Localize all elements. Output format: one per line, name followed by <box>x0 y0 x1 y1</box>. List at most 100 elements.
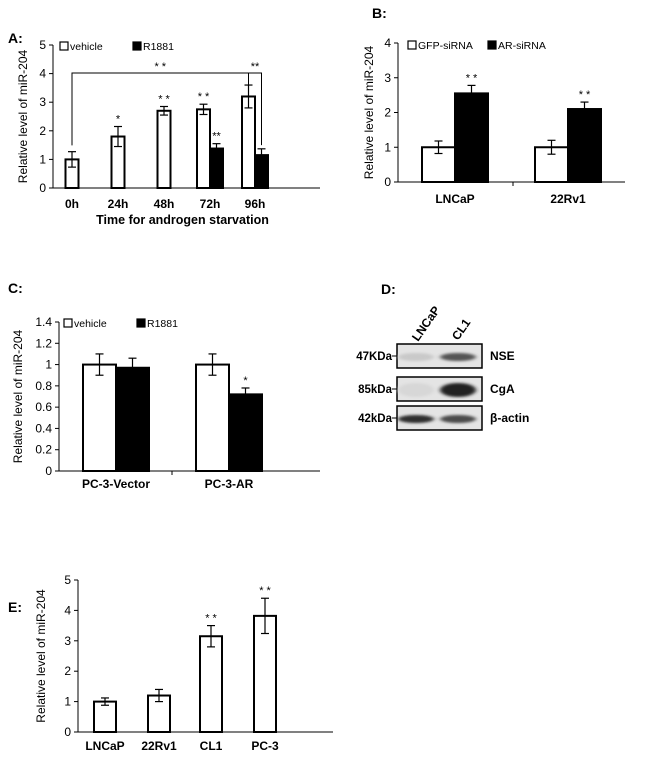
x-tick-label: 96h <box>245 197 266 211</box>
bar-vehicle-96h <box>241 95 256 189</box>
x-tick-label: LNCaP <box>85 739 124 753</box>
x-tick-label: 24h <box>108 197 129 211</box>
molecular-weight-label: 47KDa <box>356 351 392 363</box>
x-tick-label: 72h <box>200 197 221 211</box>
y-tick-label: 3 <box>39 95 46 109</box>
panel-label-a: A: <box>8 30 23 46</box>
blot-band <box>398 353 434 361</box>
bar-r1881-pc-3-ar <box>228 393 263 472</box>
legend-swatch <box>136 318 146 328</box>
y-tick-label: 0.8 <box>35 379 52 393</box>
bar-vehicle-pc-3-ar <box>195 363 230 473</box>
chart-a: 0 1 2 3 4 5 Relative level of miR-204 0h 24h 48h 7… <box>16 38 320 227</box>
panel-label-e: E: <box>8 599 22 615</box>
legend-label: vehicle <box>74 318 107 330</box>
y-tick-label: 1.2 <box>35 336 52 350</box>
y-axis-label: Relative level of miR-204 <box>362 45 376 179</box>
y-tick-label: 0 <box>384 175 391 189</box>
legend-swatch <box>59 41 69 51</box>
x-tick-label: 22Rv1 <box>141 739 177 753</box>
x-tick-label: PC-3-AR <box>205 477 254 491</box>
significance-marker: * * <box>154 61 166 73</box>
x-tick-label: PC-3 <box>251 739 279 753</box>
molecular-weight-label: 85kDa <box>358 384 392 396</box>
significance-marker: * <box>116 114 121 126</box>
chart-b: 0 1 2 3 4 Relative level of miR-204 LNCaP 22Rv1… <box>362 36 625 206</box>
chart-e: 0 1 2 3 4 5 Relative level of miR-204 LNCaP 22Rv… <box>34 573 333 753</box>
legend-swatch <box>407 40 417 50</box>
y-tick-label: 0.2 <box>35 443 52 457</box>
y-tick-label: 1 <box>384 140 391 154</box>
legend-swatch <box>63 318 73 328</box>
bar-ar-sirna-lncap <box>454 92 489 183</box>
blot-band <box>440 415 476 423</box>
significance-marker: ** <box>251 61 260 73</box>
y-tick-label: 0.6 <box>35 400 52 414</box>
western-blot: LNCaP CL1 47KDa NSE 85kDa CgA 42kDa β-actin <box>356 303 529 431</box>
blot-band <box>440 383 476 397</box>
legend-label: GFP-siRNA <box>418 40 473 52</box>
y-tick-label: 3 <box>64 634 71 648</box>
bar-vehicle-72h <box>196 108 211 189</box>
blot-band <box>398 415 434 423</box>
y-tick-label: 0 <box>45 464 52 478</box>
x-tick-label: CL1 <box>200 739 223 753</box>
x-tick-label: PC-3-Vector <box>82 477 150 491</box>
lane-label: LNCaP <box>409 303 443 343</box>
panel-label-d: D: <box>381 281 396 297</box>
x-tick-label: 48h <box>154 197 175 211</box>
bar-value-lncap <box>93 700 117 733</box>
significance-marker: ** <box>212 131 221 143</box>
legend-label: R1881 <box>147 318 178 330</box>
molecular-weight-label: 42kDa <box>358 413 392 425</box>
bar-r1881-72h <box>209 147 224 189</box>
y-axis-label: Relative level of miR-204 <box>16 49 30 183</box>
significance-marker: * * <box>259 585 271 597</box>
y-tick-label: 2 <box>64 664 71 678</box>
x-tick-label: 22Rv1 <box>550 192 586 206</box>
y-tick-label: 2 <box>39 124 46 138</box>
significance-marker: * * <box>205 613 217 625</box>
blot-band <box>440 353 476 361</box>
significance-marker: * <box>243 375 248 387</box>
bar-vehicle-pc-3-vector <box>82 363 117 473</box>
y-tick-label: 1 <box>39 152 46 166</box>
significance-bracket <box>248 72 262 146</box>
lane-label: CL1 <box>449 316 474 343</box>
legend-swatch <box>487 40 497 50</box>
significance-marker: * * <box>198 91 210 103</box>
x-axis-label: Time for androgen starvation <box>96 213 269 227</box>
y-tick-label: 4 <box>39 67 46 81</box>
x-tick-label: 0h <box>65 197 79 211</box>
y-tick-label: 0.4 <box>35 421 52 435</box>
y-tick-label: 3 <box>384 71 391 85</box>
y-tick-label: 2 <box>384 106 391 120</box>
y-tick-label: 4 <box>64 603 71 617</box>
bar-r1881-pc-3-vector <box>115 366 150 472</box>
significance-marker: * * <box>158 93 170 105</box>
significance-marker: * * <box>579 89 591 101</box>
significance-marker: * * <box>466 72 478 84</box>
chart-c: 0 0.2 0.4 0.6 0.8 1 1.2 1.4 Relative level of mi… <box>11 315 320 491</box>
y-tick-label: 1.4 <box>35 315 52 329</box>
charts: 0 1 2 3 4 5 Relative level of miR-204 0h 24h 48h 7… <box>11 36 625 753</box>
y-tick-label: 4 <box>384 36 391 50</box>
significance-bracket <box>71 72 249 146</box>
y-tick-label: 1 <box>45 358 52 372</box>
bar-ar-sirna-22rv1 <box>567 108 602 183</box>
x-tick-label: LNCaP <box>435 192 474 206</box>
y-axis-label: Relative level of miR-204 <box>11 329 25 463</box>
legend-swatch <box>132 41 142 51</box>
protein-label: CgA <box>490 382 515 396</box>
protein-label: β-actin <box>490 411 529 425</box>
legend-label: AR-siRNA <box>498 40 546 52</box>
legend-label: R1881 <box>143 41 174 53</box>
y-axis-label: Relative level of miR-204 <box>34 589 48 723</box>
y-tick-label: 1 <box>64 695 71 709</box>
bar-value-cl1 <box>199 635 223 733</box>
y-tick-label: 5 <box>39 38 46 52</box>
panel-label-b: B: <box>372 5 387 21</box>
y-tick-label: 0 <box>64 725 71 739</box>
bar-vehicle-48h <box>156 109 172 189</box>
